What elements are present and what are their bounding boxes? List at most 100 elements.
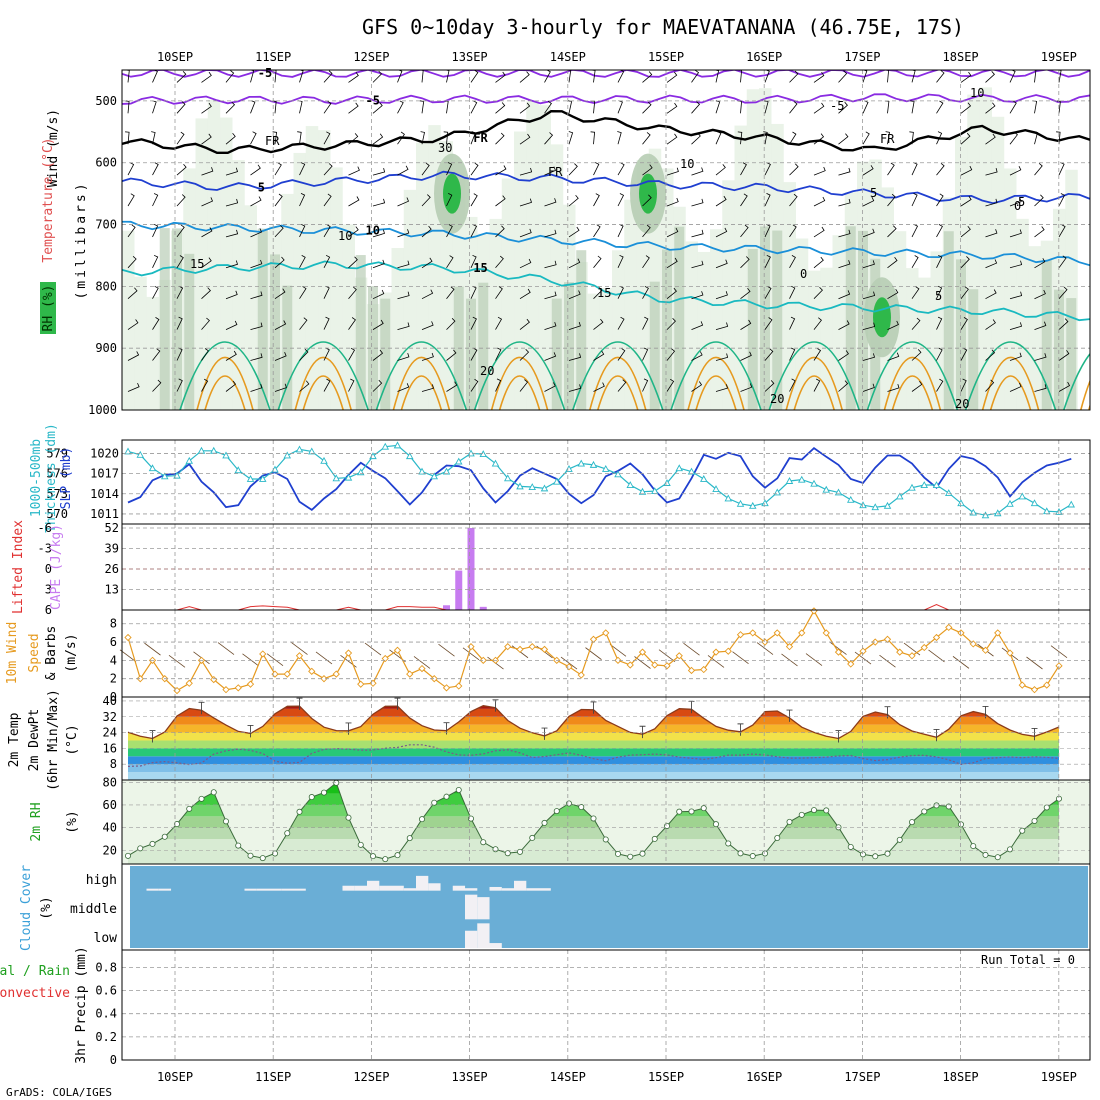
wind-barb — [495, 316, 503, 330]
wind-barb — [470, 193, 478, 207]
wind-barb — [274, 352, 287, 361]
wind-barb — [519, 379, 529, 392]
cape-bar — [467, 528, 475, 610]
wind10-point — [736, 631, 745, 639]
wind-barb — [691, 260, 704, 269]
isotherm-25-bump — [294, 356, 352, 410]
wind10-point — [920, 643, 928, 652]
wind-barb — [176, 378, 183, 392]
wind-barb — [421, 194, 431, 207]
wind-barb — [789, 347, 796, 361]
wind10-point — [406, 670, 414, 678]
rh2m-point — [333, 780, 340, 786]
isotherm-20-bump — [572, 341, 664, 410]
wind-barb — [1009, 322, 1022, 330]
wind-barb — [887, 225, 897, 238]
rh-shade-mid — [478, 282, 489, 410]
pressure-tick-label: 700 — [95, 218, 117, 232]
isotherm-30-bump — [302, 375, 344, 410]
rh-shade-mid — [1054, 289, 1064, 410]
rh2m-point — [247, 852, 254, 859]
wind-barb — [348, 286, 357, 299]
rh-maximum-core — [443, 173, 461, 214]
wind-barb — [740, 383, 753, 392]
wind-barb — [885, 131, 890, 145]
wind-barb — [960, 195, 972, 207]
wind-barb — [666, 287, 677, 300]
pressure-tick-label: 600 — [95, 156, 117, 170]
wind-barb — [323, 378, 331, 392]
ylabel-precip-total: Total / Rain — [0, 964, 70, 979]
wind10-point — [185, 679, 193, 687]
wind-barb — [348, 256, 358, 269]
wind-barb — [715, 353, 729, 361]
wind-barb — [813, 226, 825, 238]
wind10-point — [283, 670, 291, 678]
wind10-barb — [805, 653, 823, 666]
rh2m-point — [1019, 827, 1026, 834]
wind-barb — [960, 378, 967, 392]
date-label-top: 13SEP — [452, 50, 488, 64]
wind-barb — [446, 224, 453, 238]
wind10-point — [430, 675, 438, 683]
wind-barb — [985, 168, 998, 176]
wind10-point — [381, 654, 389, 663]
wind-barb — [789, 193, 798, 207]
wind10-barb — [609, 644, 627, 657]
isotherm-20-bump — [964, 341, 1057, 410]
rh2m-point — [418, 816, 425, 823]
thickness-point — [430, 472, 439, 480]
thickness-point — [663, 479, 671, 486]
wind10-barb — [658, 649, 676, 662]
contour-label: 5 — [935, 289, 942, 303]
wind-barb — [299, 380, 310, 392]
wind-barb — [397, 322, 410, 330]
thickness-point — [822, 485, 831, 493]
wind-barb — [763, 131, 768, 145]
credit-label: GrADS: COLA/IGES — [6, 1086, 112, 1099]
wind10-point — [896, 648, 904, 656]
wind-barb — [372, 259, 385, 269]
thickness-point — [993, 509, 1002, 517]
rh2m-point — [786, 818, 793, 825]
wind10-barb — [585, 647, 602, 660]
rh2m-point — [945, 803, 952, 810]
slp-tick-label: 1017 — [90, 467, 119, 481]
date-label-bottom: 15SEP — [648, 1070, 684, 1084]
wind-barb — [544, 70, 551, 83]
rh-shade-light — [207, 99, 221, 410]
wind-barb — [250, 322, 263, 330]
wind-barb — [323, 316, 330, 330]
wind-barb — [323, 131, 331, 145]
wind-barb — [617, 193, 625, 207]
wind-barb — [470, 131, 476, 145]
rh2m-point — [639, 850, 646, 857]
precip-tick-label: 0.8 — [95, 960, 117, 974]
contour-label: -5 — [830, 99, 844, 113]
wind10-point — [712, 648, 720, 656]
wind-barb — [397, 165, 409, 176]
cloud-bar-high — [452, 885, 466, 891]
thickness-point — [136, 450, 145, 458]
cloud-bar-high — [465, 888, 478, 891]
wind-barb — [470, 162, 479, 176]
wind-barb — [737, 131, 743, 145]
rh-shade-mid — [1041, 259, 1052, 410]
rh-shade-light — [722, 180, 735, 410]
wind-barb — [348, 317, 356, 330]
wind-barb — [740, 287, 751, 300]
rh-shade-light — [232, 160, 245, 410]
rh2m-point — [517, 848, 524, 855]
rh2m-point — [725, 840, 732, 847]
thickness-point — [491, 459, 500, 467]
rh2m-point — [798, 811, 805, 818]
ylabel-slp: SLP (mb) — [59, 447, 74, 510]
date-label-bottom: 10SEP — [157, 1070, 193, 1084]
date-label-bottom: 12SEP — [353, 1070, 389, 1084]
wind-barb — [813, 287, 823, 299]
wind-barb — [201, 378, 209, 392]
wind-barb — [397, 383, 410, 392]
wind10-point — [932, 633, 941, 642]
rh-shade-light — [195, 118, 208, 410]
rh-shade-light — [403, 189, 417, 410]
